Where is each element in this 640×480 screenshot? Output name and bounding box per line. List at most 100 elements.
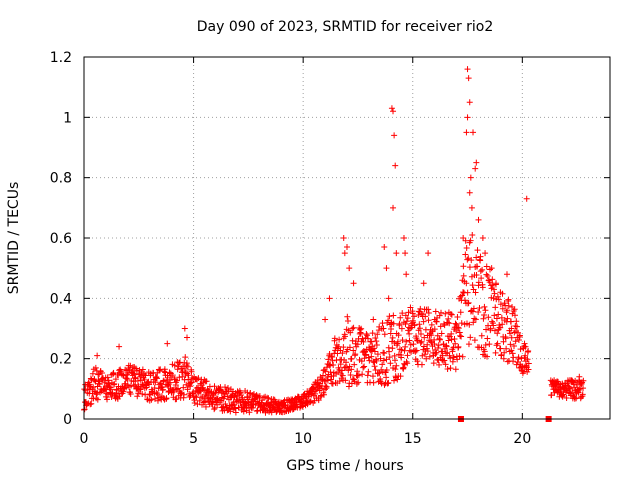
data-point <box>463 280 470 287</box>
data-point <box>179 373 186 380</box>
data-point <box>553 382 560 389</box>
data-point <box>141 376 148 383</box>
data-point <box>493 315 500 322</box>
data-point <box>432 308 439 315</box>
data-point <box>315 397 322 404</box>
data-point <box>469 232 476 239</box>
data-point <box>511 306 518 313</box>
data-point <box>354 341 361 348</box>
data-point <box>232 405 239 412</box>
data-point <box>394 338 401 345</box>
data-point <box>373 341 380 348</box>
data-point <box>440 320 447 327</box>
data-point <box>499 321 506 328</box>
data-point <box>358 325 365 332</box>
data-point <box>483 263 490 270</box>
data-point <box>326 295 333 302</box>
data-point <box>472 165 479 172</box>
data-point <box>200 399 207 406</box>
data-point <box>441 357 448 364</box>
data-point <box>417 339 424 346</box>
data-point <box>481 311 488 318</box>
data-points <box>81 66 587 422</box>
data-point <box>393 362 400 369</box>
data-point <box>134 393 141 400</box>
data-point <box>511 343 518 350</box>
data-point <box>473 159 480 166</box>
data-point <box>475 216 482 223</box>
data-point <box>491 290 498 297</box>
data-point <box>465 75 472 82</box>
data-point <box>376 369 383 376</box>
data-point <box>397 314 404 321</box>
data-point <box>339 350 346 357</box>
data-point <box>444 319 451 326</box>
data-point <box>470 319 477 326</box>
data-point <box>90 384 97 391</box>
data-point <box>525 360 532 367</box>
data-point <box>379 361 386 368</box>
data-point <box>135 390 142 397</box>
data-point <box>341 250 348 257</box>
data-point <box>352 351 359 358</box>
data-point <box>134 377 141 384</box>
data-point <box>404 352 411 359</box>
data-point <box>156 367 163 374</box>
data-point <box>195 375 202 382</box>
data-point <box>425 306 432 313</box>
data-point <box>190 389 197 396</box>
data-point <box>365 354 372 361</box>
data-point <box>442 310 449 317</box>
data-point <box>387 360 394 367</box>
data-point <box>393 250 400 257</box>
data-point <box>522 343 529 350</box>
data-point <box>480 315 487 322</box>
data-point <box>413 347 420 354</box>
data-point <box>466 321 473 328</box>
x-tick-label: 0 <box>80 431 89 447</box>
data-point <box>173 396 180 403</box>
data-point <box>456 353 463 360</box>
data-point <box>505 296 512 303</box>
data-point <box>390 108 397 115</box>
data-point <box>231 402 238 409</box>
data-point <box>372 335 379 342</box>
data-point <box>398 325 405 332</box>
data-point <box>504 358 511 365</box>
data-point <box>476 304 483 311</box>
data-point <box>465 341 472 348</box>
data-point <box>475 309 482 316</box>
y-tick-label: 0 <box>63 412 72 428</box>
data-point <box>94 390 101 397</box>
data-point <box>365 335 372 342</box>
data-point <box>124 376 131 383</box>
data-point <box>470 286 477 293</box>
data-point <box>381 331 388 338</box>
data-point <box>95 371 102 378</box>
data-point <box>174 366 181 373</box>
data-point <box>403 271 410 278</box>
data-point <box>196 397 203 404</box>
data-point <box>494 340 501 347</box>
data-point <box>415 311 422 318</box>
data-point <box>463 129 470 136</box>
data-point <box>577 385 584 392</box>
data-point <box>406 337 413 344</box>
data-point <box>386 348 393 355</box>
y-tick-label: 0.2 <box>50 352 72 368</box>
data-point <box>460 263 467 270</box>
data-point <box>364 372 371 379</box>
data-point <box>358 358 365 365</box>
data-point <box>139 390 146 397</box>
data-point <box>435 345 442 352</box>
data-point <box>396 320 403 327</box>
data-point <box>153 389 160 396</box>
data-point <box>477 253 484 260</box>
data-point <box>381 244 388 251</box>
data-point <box>470 129 477 136</box>
data-point <box>120 388 127 395</box>
data-point <box>81 406 88 413</box>
data-point <box>187 383 194 390</box>
data-point <box>106 383 113 390</box>
